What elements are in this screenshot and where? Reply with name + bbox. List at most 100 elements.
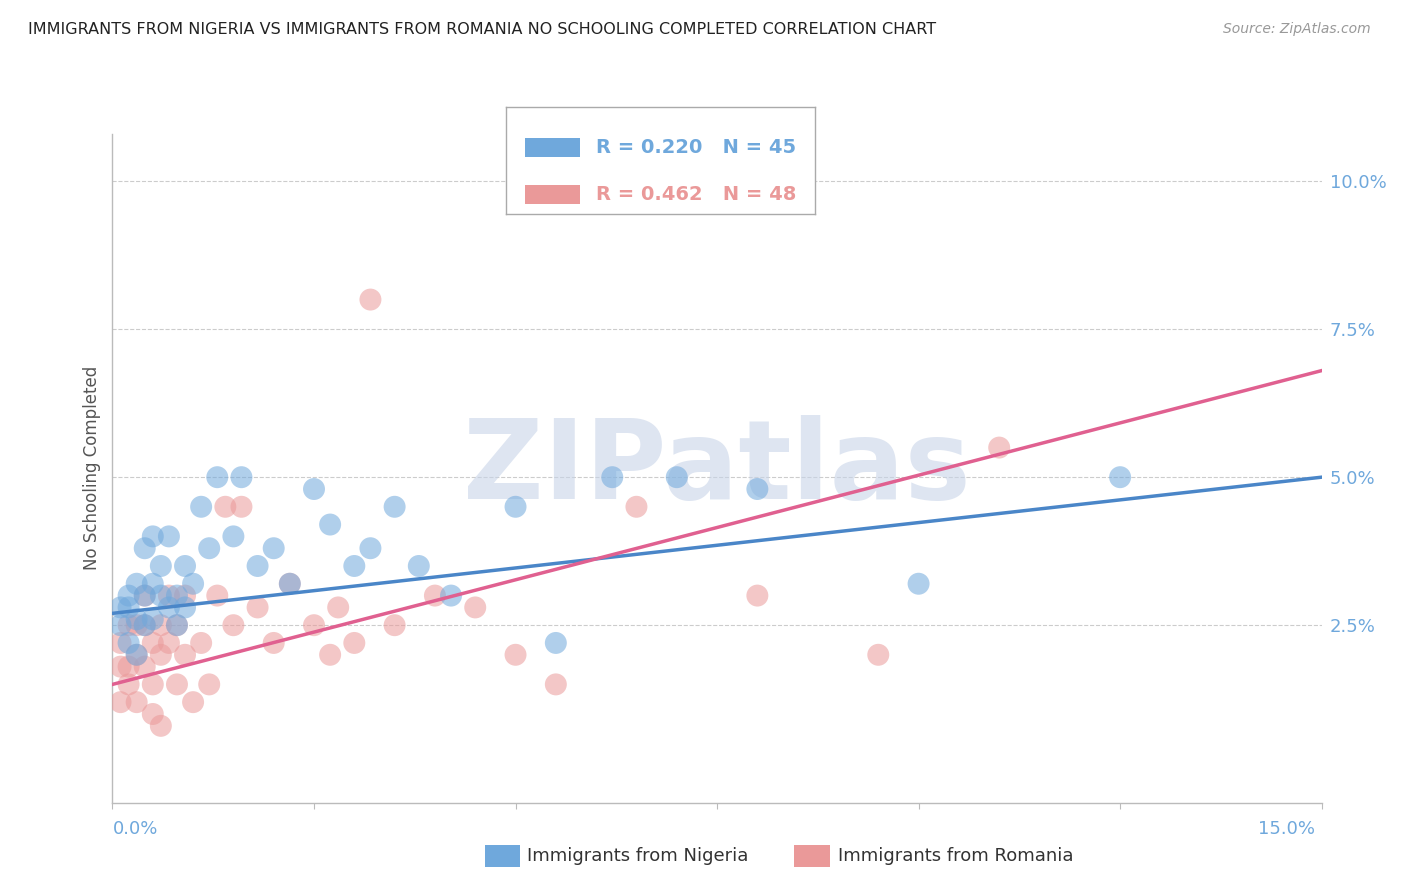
- Point: [190, 500, 212, 514]
- Point: [231, 500, 253, 514]
- Point: [149, 719, 172, 733]
- FancyBboxPatch shape: [524, 138, 581, 157]
- Point: [110, 636, 132, 650]
- Point: [263, 636, 285, 650]
- Point: [149, 648, 172, 662]
- Point: [157, 589, 180, 603]
- Point: [142, 677, 165, 691]
- Point: [626, 500, 648, 514]
- Text: R = 0.220   N = 45: R = 0.220 N = 45: [596, 138, 796, 157]
- Point: [359, 541, 381, 556]
- Point: [544, 636, 567, 650]
- Point: [174, 600, 197, 615]
- Point: [157, 529, 180, 543]
- Point: [134, 618, 156, 632]
- Point: [174, 559, 197, 574]
- Point: [278, 576, 301, 591]
- Point: [544, 677, 567, 691]
- Point: [319, 517, 342, 532]
- Text: ZIPatlas: ZIPatlas: [463, 415, 972, 522]
- Point: [207, 589, 229, 603]
- Point: [174, 648, 197, 662]
- Point: [166, 677, 188, 691]
- Point: [166, 618, 188, 632]
- Point: [134, 541, 156, 556]
- Text: Immigrants from Romania: Immigrants from Romania: [838, 847, 1073, 865]
- Point: [319, 648, 342, 662]
- Point: [134, 589, 156, 603]
- Point: [600, 470, 623, 484]
- Point: [328, 600, 350, 615]
- Point: [505, 648, 527, 662]
- Point: [278, 576, 301, 591]
- Text: 15.0%: 15.0%: [1257, 820, 1315, 838]
- Point: [198, 677, 221, 691]
- Point: [665, 470, 688, 484]
- Point: [263, 541, 285, 556]
- Point: [142, 636, 165, 650]
- Point: [134, 659, 156, 673]
- Point: [464, 600, 486, 615]
- FancyBboxPatch shape: [524, 186, 581, 204]
- Point: [907, 576, 929, 591]
- Point: [117, 618, 139, 632]
- Point: [747, 482, 769, 496]
- Point: [231, 470, 253, 484]
- Point: [181, 576, 204, 591]
- Point: [198, 541, 221, 556]
- Point: [110, 600, 132, 615]
- Point: [117, 589, 139, 603]
- Point: [125, 648, 148, 662]
- Y-axis label: No Schooling Completed: No Schooling Completed: [83, 367, 101, 570]
- Point: [157, 600, 180, 615]
- Point: [246, 600, 269, 615]
- Text: Immigrants from Nigeria: Immigrants from Nigeria: [527, 847, 748, 865]
- Point: [302, 482, 325, 496]
- Point: [1109, 470, 1132, 484]
- Point: [868, 648, 890, 662]
- Point: [408, 559, 430, 574]
- Point: [117, 600, 139, 615]
- Point: [157, 636, 180, 650]
- Point: [214, 500, 236, 514]
- Point: [134, 618, 156, 632]
- Point: [125, 612, 148, 626]
- Point: [222, 618, 245, 632]
- Point: [142, 576, 165, 591]
- Point: [110, 659, 132, 673]
- Point: [134, 589, 156, 603]
- Point: [166, 589, 188, 603]
- Point: [125, 618, 148, 632]
- Point: [384, 618, 406, 632]
- Point: [125, 695, 148, 709]
- Point: [117, 636, 139, 650]
- Point: [747, 589, 769, 603]
- Point: [142, 529, 165, 543]
- Text: Source: ZipAtlas.com: Source: ZipAtlas.com: [1223, 22, 1371, 37]
- Point: [505, 500, 527, 514]
- Point: [142, 612, 165, 626]
- Point: [174, 589, 197, 603]
- Point: [117, 677, 139, 691]
- Point: [181, 695, 204, 709]
- Point: [149, 618, 172, 632]
- Point: [207, 470, 229, 484]
- Point: [423, 589, 446, 603]
- Point: [110, 618, 132, 632]
- Point: [125, 576, 148, 591]
- Point: [440, 589, 463, 603]
- Text: 0.0%: 0.0%: [112, 820, 157, 838]
- Point: [246, 559, 269, 574]
- Point: [222, 529, 245, 543]
- Point: [149, 559, 172, 574]
- Point: [125, 648, 148, 662]
- Point: [117, 659, 139, 673]
- Point: [110, 695, 132, 709]
- Point: [190, 636, 212, 650]
- Point: [166, 618, 188, 632]
- Text: R = 0.462   N = 48: R = 0.462 N = 48: [596, 186, 796, 204]
- Point: [343, 636, 366, 650]
- Point: [302, 618, 325, 632]
- Text: IMMIGRANTS FROM NIGERIA VS IMMIGRANTS FROM ROMANIA NO SCHOOLING COMPLETED CORREL: IMMIGRANTS FROM NIGERIA VS IMMIGRANTS FR…: [28, 22, 936, 37]
- Point: [149, 589, 172, 603]
